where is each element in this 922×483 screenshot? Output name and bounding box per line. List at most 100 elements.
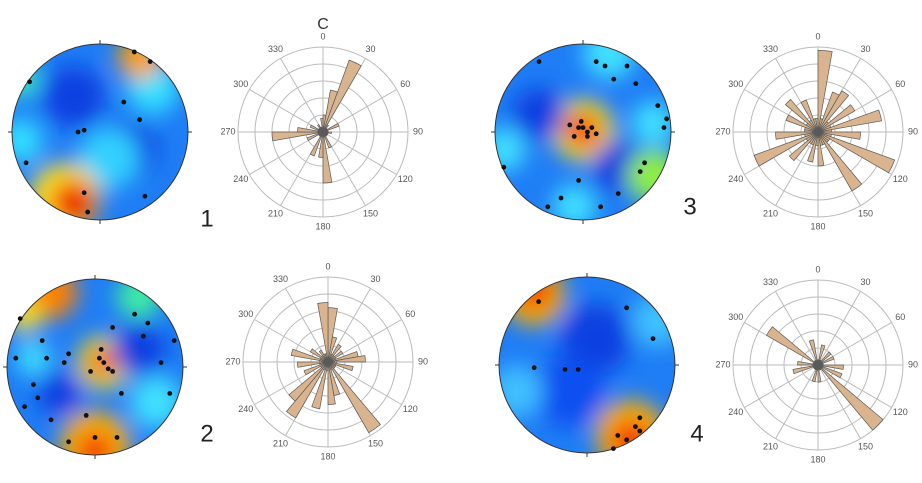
pole-point: [611, 446, 616, 451]
pole-point: [593, 131, 599, 137]
pole-point: [22, 404, 27, 409]
petal: [318, 131, 324, 158]
angle-label: 120: [893, 407, 908, 417]
pole-point: [558, 195, 564, 201]
angle-label: 270: [715, 359, 730, 369]
pole-point: [637, 428, 643, 434]
angle-label: 300: [238, 309, 253, 319]
density-blob: [12, 118, 43, 163]
spoke: [327, 361, 402, 405]
pole-point: [97, 355, 102, 361]
stereonet: 4: [495, 273, 704, 457]
pole-point: [637, 169, 643, 175]
panel-label: 2: [200, 420, 213, 447]
pole-point: [110, 369, 115, 374]
angle-label: 180: [810, 454, 825, 464]
pole-point: [142, 193, 148, 199]
petal: [322, 131, 332, 149]
density-blob: [627, 149, 671, 203]
pole-point: [75, 129, 81, 135]
angle-label: 90: [908, 359, 918, 369]
angle-label: 300: [233, 79, 248, 89]
pole-point: [31, 382, 36, 387]
petal: [817, 364, 822, 383]
pole-point: [83, 413, 89, 418]
pole-point: [575, 367, 581, 372]
angle-label: 60: [400, 79, 410, 89]
petal: [817, 90, 850, 133]
pole-point: [615, 191, 621, 197]
petal: [327, 361, 336, 405]
spoke: [775, 364, 819, 439]
pole-point: [585, 129, 590, 135]
petal: [753, 131, 819, 167]
pole-point: [131, 49, 137, 55]
pole-point: [85, 209, 91, 215]
angle-label: 180: [320, 451, 335, 461]
angle-label: 330: [273, 274, 288, 284]
angle-label: 0: [815, 31, 820, 41]
angle-label: 210: [763, 209, 778, 219]
pole-point: [171, 338, 177, 343]
pole-point: [536, 299, 541, 305]
pole-point: [61, 360, 67, 365]
spoke: [322, 131, 397, 175]
pole-point: [110, 325, 115, 330]
pole-point: [661, 125, 667, 130]
petal: [271, 131, 324, 142]
petal: [285, 361, 329, 419]
pole-point: [624, 63, 630, 69]
pole-point: [642, 160, 647, 166]
spoke: [249, 89, 324, 133]
density-blob: [583, 44, 636, 80]
panel-label: 1: [200, 205, 213, 232]
angle-label: 150: [858, 442, 873, 452]
panel-label: 3: [683, 193, 696, 220]
petal: [788, 131, 819, 162]
pole-point: [576, 178, 581, 183]
angle-label: 330: [763, 277, 778, 287]
pole-point: [105, 366, 111, 372]
petal: [297, 361, 329, 368]
pole-point: [39, 338, 45, 343]
petal: [815, 118, 819, 133]
angle-label: 0: [320, 31, 325, 41]
pole-point: [576, 125, 581, 130]
pole-point: [27, 79, 32, 85]
pole-point: [567, 122, 573, 128]
stereonet: 2: [3, 275, 214, 459]
pole-point: [92, 435, 98, 440]
pole-point: [615, 433, 621, 438]
pole-point: [23, 160, 29, 166]
pole-point: [17, 316, 23, 321]
petal: [817, 131, 896, 174]
panel-label: 4: [690, 420, 703, 447]
pole-point: [578, 119, 584, 124]
density-blob: [12, 61, 39, 97]
density-blob: [611, 420, 651, 453]
stereonet: 3: [491, 40, 697, 224]
petal: [317, 302, 329, 363]
angle-label: 60: [405, 309, 415, 319]
petal: [775, 131, 819, 140]
pole-point: [66, 439, 71, 445]
angle-label: 180: [315, 221, 330, 231]
angle-label: 270: [715, 126, 730, 136]
petal: [817, 131, 825, 167]
angle-label: 270: [220, 126, 235, 136]
petal: [322, 123, 340, 133]
angle-label: 270: [225, 356, 240, 366]
pole-point: [664, 116, 669, 122]
petal: [817, 351, 832, 366]
density-blob: [130, 375, 183, 429]
density-blob: [565, 112, 601, 148]
petal: [817, 109, 883, 133]
petal: [817, 131, 863, 192]
petal: [792, 364, 819, 375]
petal: [322, 59, 362, 133]
pole-point: [633, 81, 639, 86]
density-blob: [78, 127, 140, 190]
petal: [808, 339, 819, 366]
density-blob: [495, 127, 526, 172]
